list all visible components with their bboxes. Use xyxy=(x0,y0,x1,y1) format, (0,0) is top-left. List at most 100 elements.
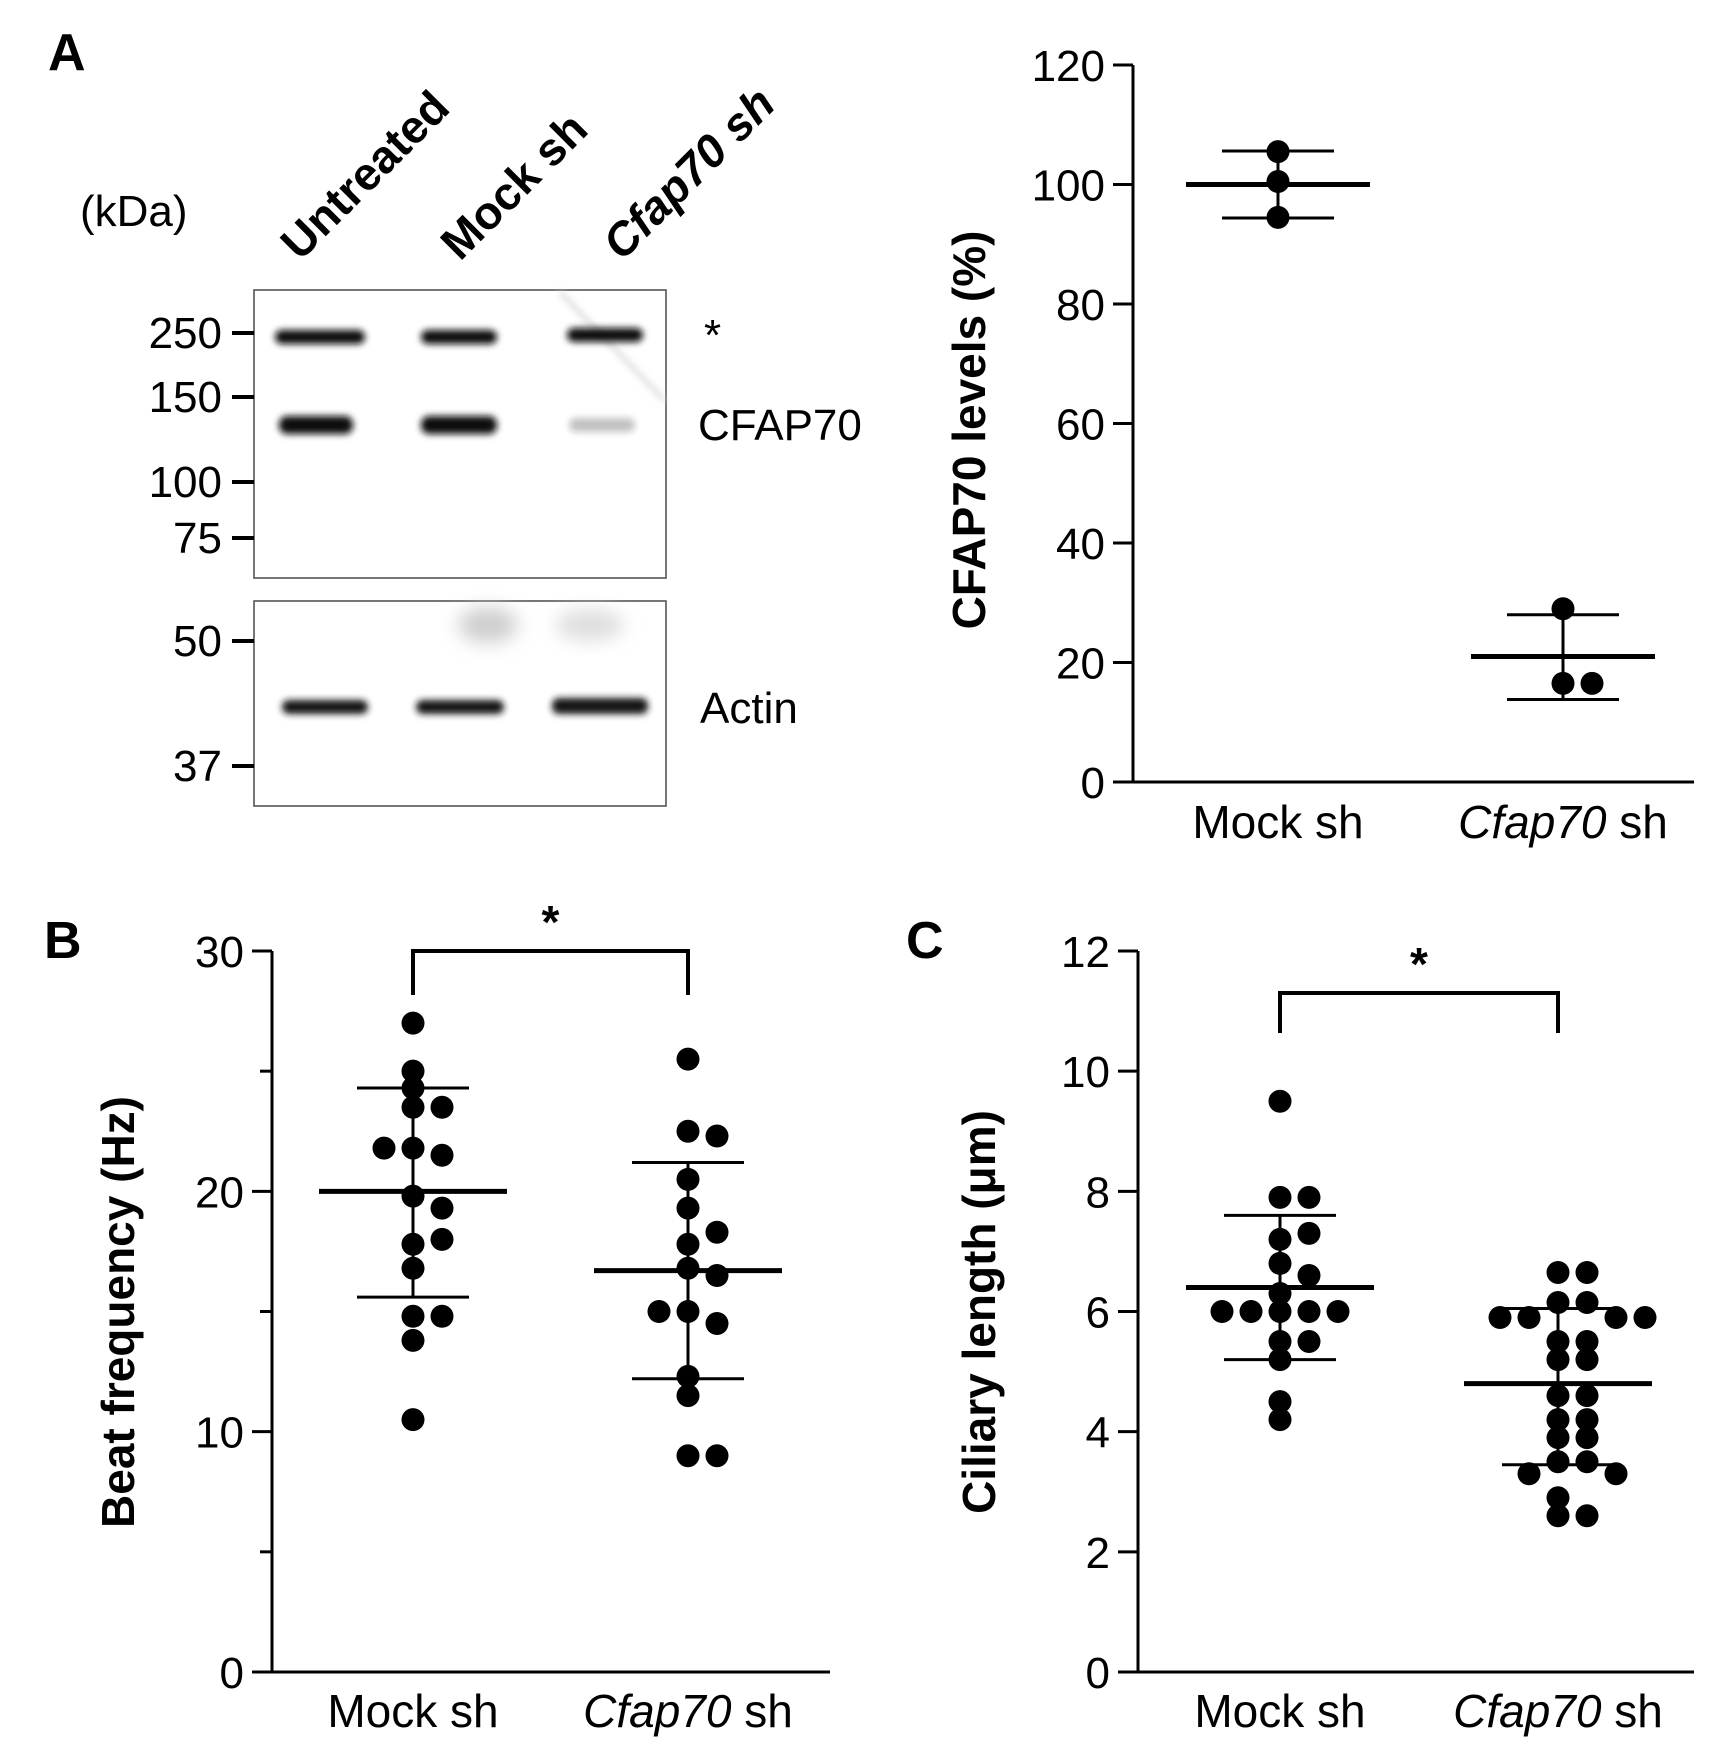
beat-frequency-data-point xyxy=(430,1143,454,1167)
marker-label-250: 250 xyxy=(149,309,222,358)
ciliary-length-data-point xyxy=(1268,1390,1292,1414)
beat-frequency-data-point xyxy=(647,1300,671,1323)
beat-frequency-data-point xyxy=(430,1095,454,1119)
ciliary-length-data-point xyxy=(1546,1426,1570,1450)
ciliary-length-data-point xyxy=(1546,1348,1570,1372)
ciliary-length-category-label-text: sh xyxy=(1601,1685,1662,1737)
cfap70-levels-category-label-italic: Cfap70 xyxy=(1458,796,1607,848)
cfap70-levels-category-label: Cfap70 sh xyxy=(1458,796,1668,848)
blot-bottom-smudge-2 xyxy=(556,609,624,641)
beat-frequency-significance-bracket xyxy=(411,949,690,995)
ciliary-length-ytick-label: 10 xyxy=(1061,1048,1110,1097)
beat-frequency-data-point xyxy=(705,1312,729,1336)
cfap70-levels-data-point xyxy=(1551,597,1575,621)
ciliary-length-data-point xyxy=(1268,1330,1292,1354)
panel-a-letter: A xyxy=(48,24,86,82)
ciliary-length-data-point xyxy=(1575,1426,1599,1450)
beat-frequency-ytick-label: 10 xyxy=(195,1409,244,1458)
beat-frequency-data-point xyxy=(401,1256,425,1280)
band-250-mock xyxy=(421,330,497,344)
ciliary-length-data-point xyxy=(1546,1290,1570,1314)
ciliary-length-ytick-label: 2 xyxy=(1086,1529,1110,1578)
lane-label-cfap70-sh-text: Cfap70 sh xyxy=(592,77,784,269)
beat-frequency-data-point xyxy=(676,1196,700,1220)
cfap70-levels-data-point xyxy=(1266,140,1290,164)
cfap70-levels-ytick-label: 80 xyxy=(1056,281,1105,330)
beat-frequency-category-label: Mock sh xyxy=(327,1685,498,1737)
ciliary-length-ytick-label: 0 xyxy=(1086,1649,1110,1698)
beat-frequency-data-point xyxy=(401,1232,425,1256)
cfap70-levels-ytick-label: 120 xyxy=(1032,42,1105,91)
ciliary-length-data-point xyxy=(1297,1300,1321,1323)
beat-frequency-data-point xyxy=(430,1227,454,1251)
ciliary-length-data-point xyxy=(1546,1330,1570,1354)
lane-label-mock-sh: Mock sh xyxy=(430,102,597,269)
ciliary-length-category-label: Mock sh xyxy=(1194,1685,1365,1737)
ciliary-length-data-point xyxy=(1546,1384,1570,1408)
ciliary-length-data-point xyxy=(1517,1462,1541,1486)
ciliary-length-ytick-label: 12 xyxy=(1061,928,1110,977)
band-actin-mock xyxy=(416,700,504,714)
ciliary-length-data-point xyxy=(1575,1330,1599,1354)
ciliary-length-significance-label: * xyxy=(1410,938,1428,990)
cfap70-levels-data-point xyxy=(1580,671,1604,695)
ciliary-length-data-point xyxy=(1517,1306,1541,1330)
beat-frequency-ytick-label: 20 xyxy=(195,1168,244,1217)
ciliary-length-data-point xyxy=(1268,1227,1292,1251)
ciliary-length-data-point xyxy=(1268,1408,1292,1432)
band-cfap70-cfap70 xyxy=(569,418,635,432)
band-250-untreated xyxy=(275,330,365,344)
beat-frequency-data-point xyxy=(676,1300,700,1323)
beat-frequency-data-point xyxy=(676,1167,700,1191)
beat-frequency-category-label: Cfap70 sh xyxy=(583,1685,793,1737)
blot-top-scratch xyxy=(558,290,666,402)
ciliary-length-data-point xyxy=(1604,1306,1628,1330)
ciliary-length-data-point xyxy=(1604,1462,1628,1486)
ciliary-length-data-point xyxy=(1268,1185,1292,1209)
beat-frequency-category-label-italic: Cfap70 xyxy=(583,1685,732,1737)
beat-frequency-data-point xyxy=(401,1059,425,1083)
beat-frequency-data-point xyxy=(401,1304,425,1328)
ciliary-length-data-point xyxy=(1575,1450,1599,1474)
marker-label-37: 37 xyxy=(173,742,222,791)
ciliary-length-data-point xyxy=(1575,1348,1599,1372)
ciliary-length-data-point xyxy=(1575,1504,1599,1528)
ciliary-length-data-point xyxy=(1297,1263,1321,1287)
cfap70-levels-ytick-label: 0 xyxy=(1081,759,1105,808)
ciliary-length-data-point xyxy=(1546,1408,1570,1432)
lane-label-untreated: Untreated xyxy=(270,80,459,269)
blot-top xyxy=(253,289,667,579)
blot-bottom-smudge-1 xyxy=(458,607,518,643)
ciliary-length-data-point xyxy=(1210,1300,1234,1323)
marker-label-150: 150 xyxy=(149,373,222,422)
ciliary-length-data-point xyxy=(1268,1281,1292,1305)
cfap70-band-label: CFAP70 xyxy=(698,401,862,450)
beat-frequency-data-point xyxy=(401,1408,425,1432)
beat-frequency-data-point xyxy=(401,1184,425,1208)
cfap70-levels-data-point xyxy=(1266,170,1290,194)
cfap70-levels-ytick-label: 100 xyxy=(1032,162,1105,211)
beat-frequency-data-point xyxy=(705,1220,729,1244)
panel-c-letter: C xyxy=(906,912,944,970)
ciliary-length-data-point xyxy=(1575,1408,1599,1432)
ciliary-length-data-point xyxy=(1546,1486,1570,1510)
ciliary-length-category-label: Cfap70 sh xyxy=(1453,1685,1663,1737)
beat-frequency-y-label: Beat frequency (Hz) xyxy=(92,1096,144,1528)
ciliary-length-category-label-italic: Cfap70 xyxy=(1453,1685,1602,1737)
marker-label-100: 100 xyxy=(149,458,222,507)
beat-frequency-category-label-text: sh xyxy=(731,1685,792,1737)
blot-bottom xyxy=(253,600,667,807)
blot-asterisk: * xyxy=(704,311,721,360)
cfap70-levels-ytick-label: 40 xyxy=(1056,520,1105,569)
beat-frequency-data-point xyxy=(372,1136,396,1160)
ciliary-length-data-point xyxy=(1546,1504,1570,1528)
cfap70-levels-data-point xyxy=(1551,671,1575,695)
chart-beat-frequency: 0 10 20 30 Beat frequency (Hz) Mock sh Cfap70 … xyxy=(92,896,830,1737)
ciliary-length-data-point xyxy=(1297,1221,1321,1245)
ciliary-length-data-point xyxy=(1546,1450,1570,1474)
ciliary-length-data-point xyxy=(1546,1260,1570,1284)
beat-frequency-data-point xyxy=(676,1256,700,1280)
ciliary-length-data-point xyxy=(1575,1290,1599,1314)
cfap70-levels-data-point xyxy=(1266,205,1290,229)
